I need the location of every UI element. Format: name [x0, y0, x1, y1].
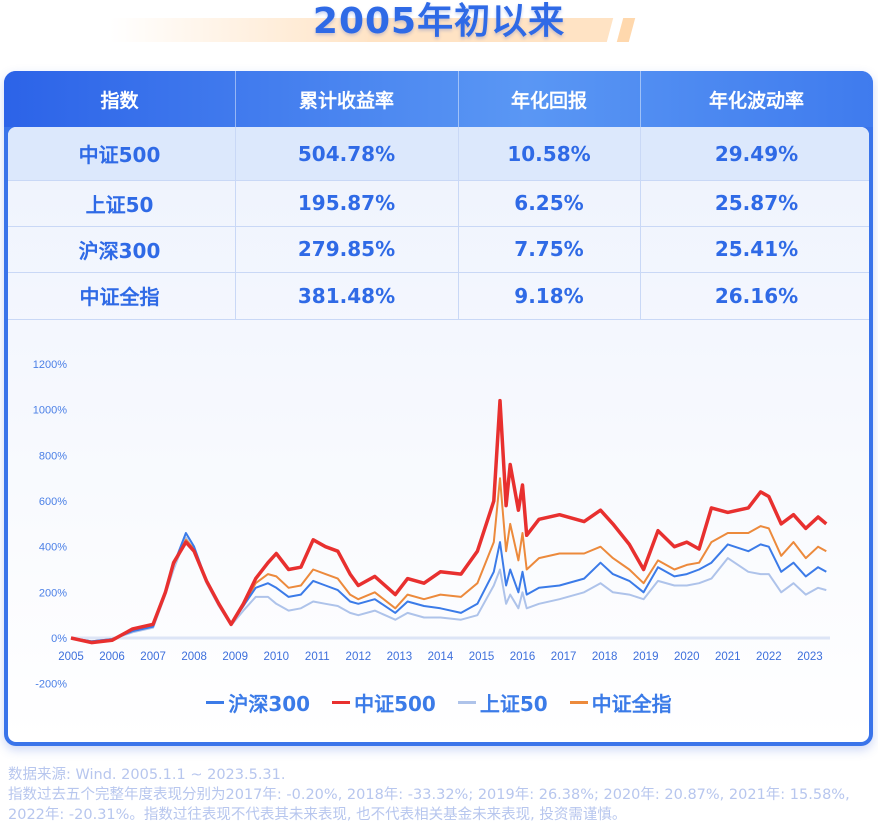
header-divider: [640, 71, 641, 127]
x-tick-label: 2013: [387, 651, 413, 663]
data-source-note: 数据来源: Wind. 2005.1.1 ~ 2023.5.31.: [8, 767, 286, 783]
column-header: 累计收益率: [298, 89, 394, 112]
header-divider: [458, 71, 459, 127]
value-cell: 381.48%: [297, 283, 396, 308]
column-header: 年化波动率: [708, 89, 804, 112]
column-header: 年化回报: [510, 89, 587, 112]
index-name-cell: 中证全指: [79, 285, 160, 309]
x-tick-label: 2015: [469, 651, 495, 663]
legend-label: 中证全指: [591, 692, 672, 716]
x-tick-label: 2017: [551, 651, 577, 663]
title-area: 2005年初以来: [0, 0, 878, 60]
footer-notes: 数据来源: Wind. 2005.1.1 ~ 2023.5.31. 指数过去五个…: [8, 765, 872, 825]
y-tick-label: 200%: [39, 587, 67, 599]
header-divider: [235, 71, 236, 127]
legend-item: 上证50: [457, 688, 548, 717]
x-tick-label: 2018: [592, 651, 618, 663]
legend-label: 沪深300: [228, 692, 311, 716]
x-tick-label: 2022: [756, 651, 782, 663]
legend-item: 中证500: [332, 688, 436, 717]
series-line-1: [70, 398, 828, 645]
y-tick-label: 600%: [39, 496, 67, 508]
x-tick-label: 2009: [222, 651, 248, 663]
y-tick-label: 0%: [51, 633, 67, 645]
legend-swatch: [332, 701, 351, 704]
x-tick-label: 2012: [346, 651, 372, 663]
value-cell: 279.85%: [297, 237, 396, 261]
legend-swatch: [206, 701, 225, 704]
index-name-cell: 中证500: [78, 143, 161, 167]
series-line-2: [70, 536, 827, 643]
legend-item: 沪深300: [206, 688, 310, 717]
x-tick-label: 2008: [181, 651, 207, 663]
column-header: 指数: [100, 89, 139, 112]
chart-legend: 沪深300 中证500 上证50 中证全指: [0, 688, 878, 717]
row-divider: [8, 180, 869, 181]
x-tick-label: 2011: [305, 651, 330, 663]
legend-label: 中证500: [354, 692, 436, 716]
x-tick-label: 2023: [797, 651, 823, 663]
value-cell: 10.58%: [507, 141, 591, 166]
column-divider: [235, 127, 236, 320]
index-name-cell: 沪深300: [78, 238, 161, 263]
table-header: [4, 71, 873, 127]
value-cell: 25.87%: [714, 191, 799, 215]
x-tick-label: 2016: [510, 651, 536, 663]
value-cell: 25.41%: [714, 237, 799, 261]
x-tick-label: 2014: [428, 651, 454, 663]
value-cell: 29.49%: [714, 141, 799, 166]
value-cell: 6.25%: [514, 191, 584, 215]
column-divider: [458, 127, 459, 320]
y-tick-label: 1200%: [33, 359, 67, 371]
value-cell: 504.78%: [297, 141, 396, 166]
value-cell: 7.75%: [514, 237, 584, 261]
title-highlight: [110, 18, 380, 42]
x-tick-label: 2005: [58, 651, 84, 663]
y-tick-label: 800%: [39, 450, 67, 462]
legend-label: 上证50: [479, 692, 548, 716]
y-tick-label: 1000%: [33, 405, 67, 417]
value-cell: 9.18%: [514, 283, 584, 308]
value-cell: 26.16%: [714, 283, 799, 308]
row-divider: [8, 226, 869, 227]
row-highlight: [8, 127, 869, 180]
legend-item: 中证全指: [569, 688, 672, 717]
x-tick-label: 2021: [715, 651, 741, 663]
disclaimer-note: 指数过去五个完整年度表现分别为2017年: -0.20%, 2018年: -33…: [8, 787, 850, 823]
value-cell: 195.87%: [297, 191, 396, 215]
x-tick-label: 2019: [633, 651, 659, 663]
x-tick-label: 2020: [674, 651, 700, 663]
x-tick-label: 2010: [263, 651, 289, 663]
row-divider: [8, 272, 869, 273]
series-line-0: [70, 532, 827, 643]
legend-swatch: [457, 701, 476, 704]
row-divider: [8, 319, 869, 320]
y-tick-label: -200%: [35, 679, 67, 691]
index-name-cell: 上证50: [85, 192, 154, 217]
page-title: 2005年初以来: [312, 1, 566, 42]
column-divider: [640, 127, 641, 320]
y-tick-label: 400%: [39, 542, 67, 554]
x-tick-label: 2006: [99, 651, 125, 663]
legend-swatch: [569, 701, 588, 704]
x-tick-label: 2007: [140, 651, 166, 663]
